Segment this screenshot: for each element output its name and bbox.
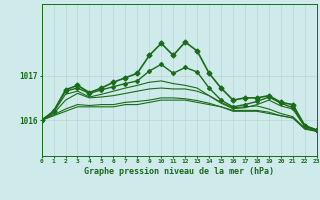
X-axis label: Graphe pression niveau de la mer (hPa): Graphe pression niveau de la mer (hPa): [84, 167, 274, 176]
